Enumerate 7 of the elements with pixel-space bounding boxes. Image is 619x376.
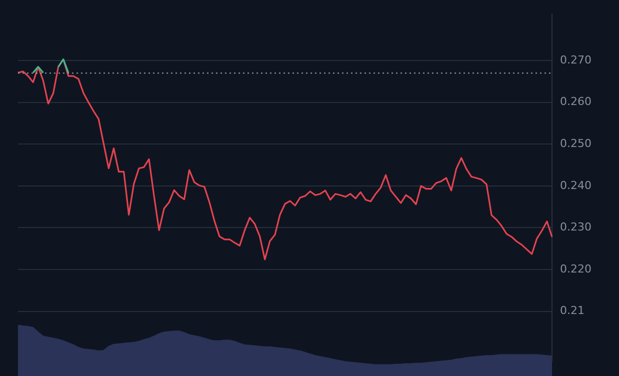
y-tick-label: 0.240 bbox=[560, 178, 592, 192]
y-tick-label: 0.230 bbox=[560, 220, 592, 234]
y-tick-label: 0.21 bbox=[560, 304, 584, 318]
y-tick-label: 0.250 bbox=[560, 136, 592, 150]
y-tick-label: 0.220 bbox=[560, 262, 592, 276]
y-tick-label: 0.270 bbox=[560, 53, 592, 66]
y-tick-label: 0.260 bbox=[560, 95, 592, 108]
